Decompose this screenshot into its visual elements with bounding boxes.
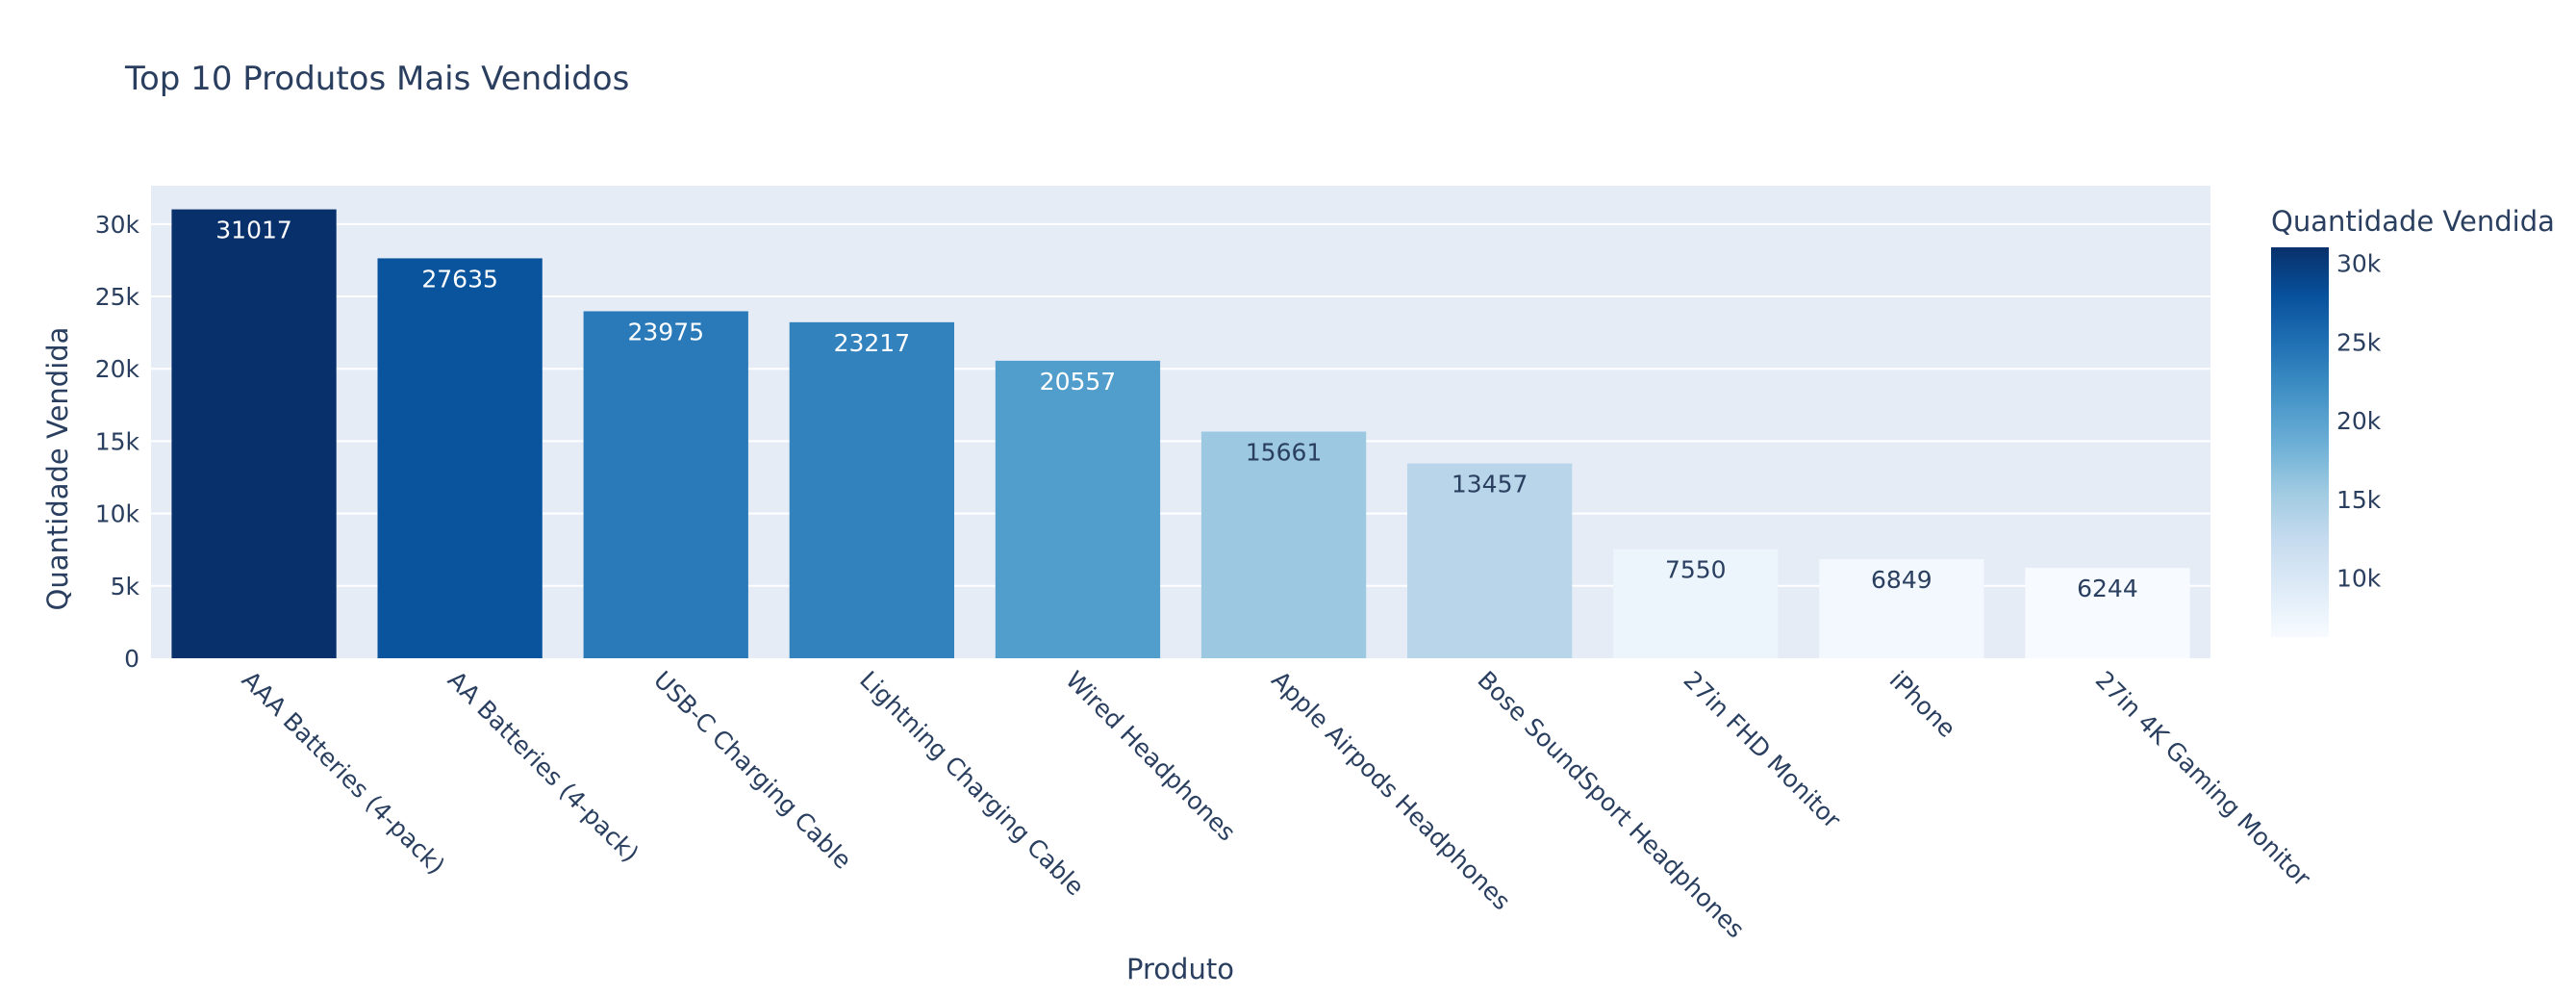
colorbar-tick-label: 30k [2336, 250, 2382, 278]
x-axis-title: Produto [1126, 953, 1234, 985]
colorbar [2271, 247, 2329, 637]
y-tick-label: 20k [95, 355, 140, 383]
bar-value-label: 20557 [1040, 368, 1117, 396]
x-tick-label: iPhone [1884, 666, 1961, 743]
colorbar-tick-label: 20k [2336, 407, 2382, 435]
y-tick-label: 30k [95, 211, 140, 239]
bar[interactable] [2025, 568, 2190, 658]
bar-value-label: 15661 [1246, 438, 1323, 466]
chart-title: Top 10 Produtos Mais Vendidos [124, 60, 629, 98]
y-tick-label: 10k [95, 500, 140, 528]
bar[interactable] [995, 360, 1161, 658]
bar-value-label: 23975 [627, 318, 704, 345]
x-tick-label: AAA Batteries (4-pack) [237, 666, 450, 880]
bar[interactable] [377, 258, 543, 658]
x-tick-label: AA Batteries (4-pack) [442, 666, 644, 868]
y-tick-label: 15k [95, 427, 140, 455]
colorbar-tick-label: 15k [2336, 486, 2382, 514]
x-tick-label: USB-C Charging Cable [648, 666, 857, 875]
y-tick-label: 25k [95, 283, 140, 311]
bar-value-label: 23217 [834, 329, 911, 357]
bar[interactable] [583, 311, 748, 658]
y-tick-label: 0 [124, 645, 139, 673]
colorbar-tick-label: 10k [2336, 565, 2382, 593]
bar[interactable] [1407, 463, 1573, 658]
y-axis-title: Quantidade Vendida [41, 327, 74, 611]
bar[interactable] [171, 209, 337, 658]
y-tick-label: 5k [111, 573, 140, 601]
x-tick-label: 27in FHD Monitor [1679, 666, 1847, 834]
bar-value-label: 6244 [2077, 575, 2138, 602]
bar-value-label: 27635 [421, 265, 498, 293]
bar-value-label: 7550 [1665, 555, 1727, 583]
bar-value-label: 6849 [1871, 566, 1932, 594]
bar[interactable] [1200, 431, 1367, 658]
colorbar-title: Quantidade Vendida [2271, 205, 2555, 238]
x-tick-label: Apple Airpods Headphones [1266, 666, 1516, 916]
bar[interactable] [1819, 559, 1984, 658]
x-tick-label: Lightning Charging Cable [854, 666, 1089, 901]
bar[interactable] [1613, 549, 1779, 658]
x-tick-label: Wired Headphones [1060, 666, 1241, 847]
bar-value-label: 13457 [1452, 471, 1528, 498]
bar[interactable] [789, 321, 954, 658]
colorbar-tick-label: 25k [2336, 328, 2382, 356]
bar-value-label: 31017 [215, 217, 292, 244]
x-tick-label: 27in 4K Gaming Monitor [2090, 666, 2317, 893]
